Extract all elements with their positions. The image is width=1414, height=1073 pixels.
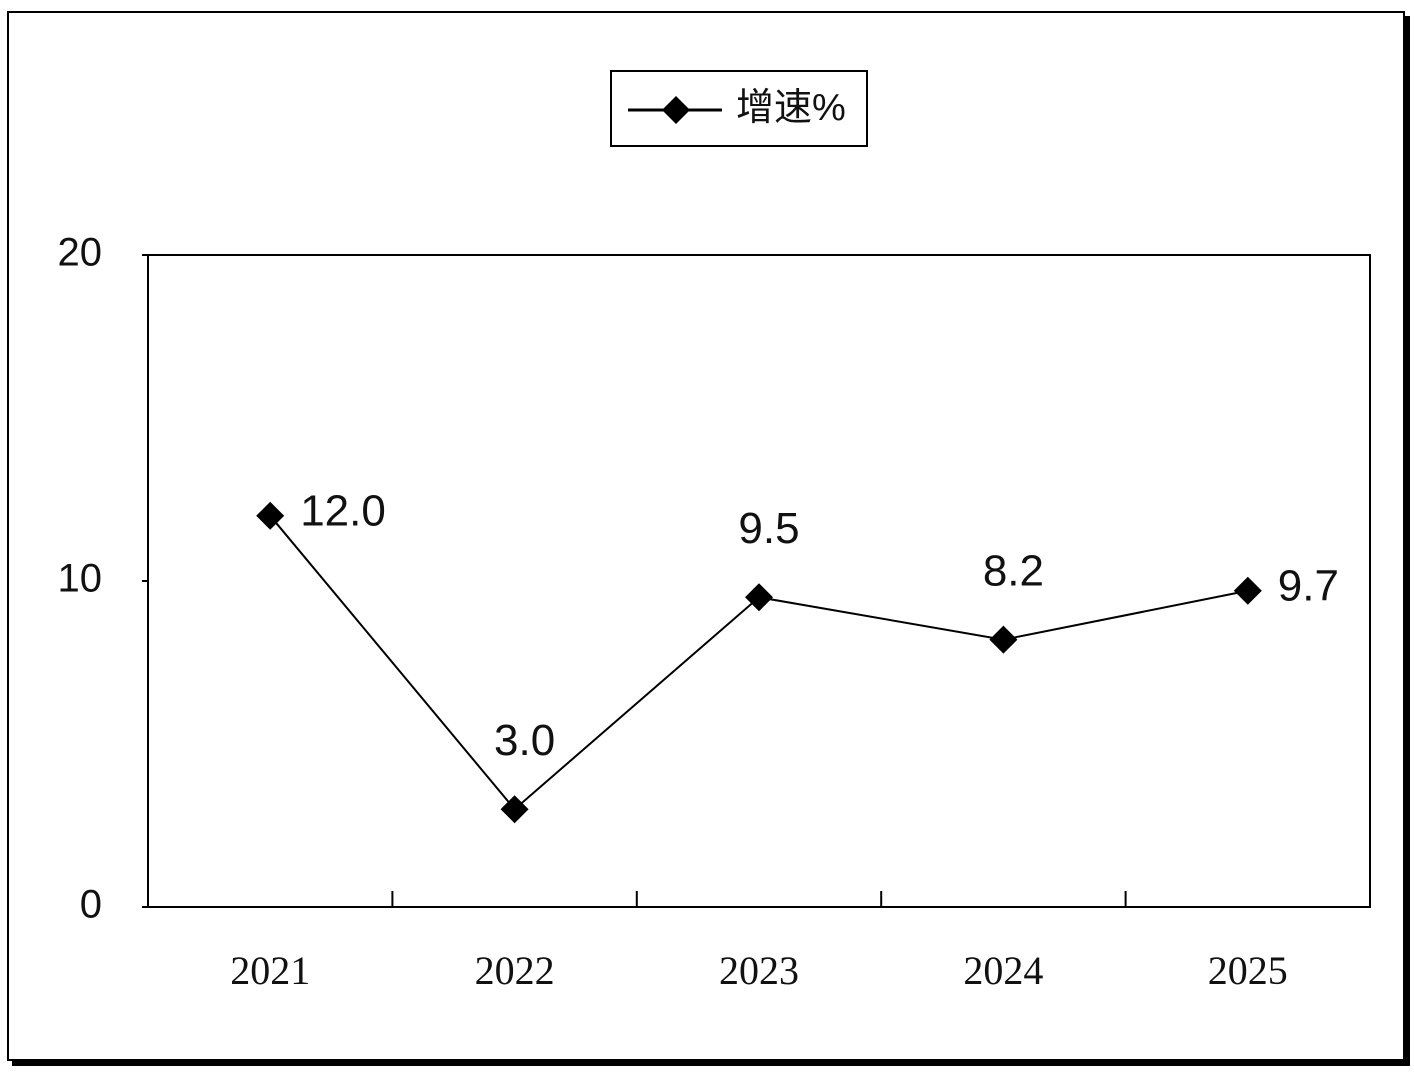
point-marker	[1233, 576, 1262, 605]
legend-marker	[662, 96, 690, 124]
data-label: 9.7	[1278, 561, 1339, 610]
data-label: 8.2	[983, 546, 1044, 595]
y-tick-label: 10	[58, 557, 103, 601]
y-tick-label: 0	[80, 883, 102, 927]
x-tick-label: 2022	[475, 948, 555, 993]
plot-area	[147, 254, 1371, 908]
data-label: 9.5	[738, 504, 799, 553]
legend-label: 增速%	[736, 87, 846, 129]
point-marker	[989, 625, 1018, 654]
data-label: 12.0	[300, 486, 386, 535]
point-marker	[745, 583, 773, 612]
x-tick-label: 2021	[230, 948, 310, 993]
x-tick-label: 2023	[719, 948, 799, 993]
y-tick-label: 20	[58, 231, 103, 275]
x-tick-label: 2024	[963, 948, 1043, 993]
point-marker	[500, 795, 529, 824]
data-label: 3.0	[494, 716, 555, 765]
point-marker	[256, 501, 285, 530]
x-tick-label: 2025	[1208, 948, 1288, 993]
